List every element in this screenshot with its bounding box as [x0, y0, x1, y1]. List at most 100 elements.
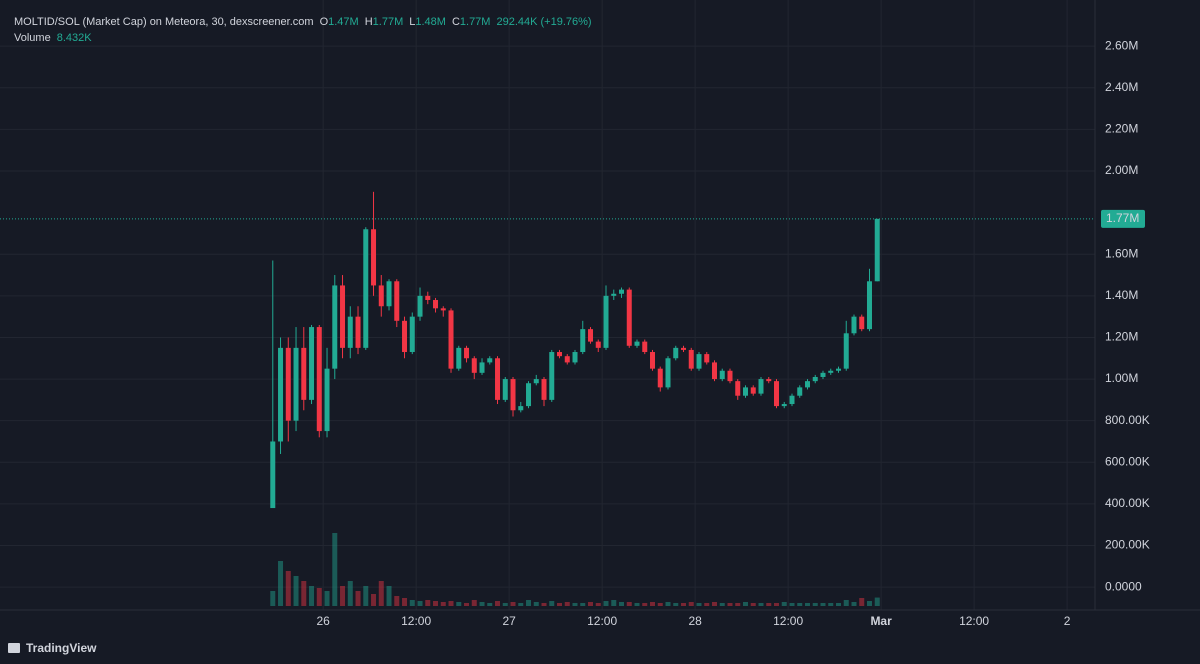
candle-body — [595, 341, 601, 348]
candle-body — [657, 368, 663, 388]
candle-body — [758, 379, 764, 394]
x-tick-label: 12:00 — [959, 614, 989, 628]
candle-body — [735, 381, 741, 396]
volume-bar — [316, 588, 322, 606]
candle-body — [425, 295, 431, 301]
y-tick-label: 2.00M — [1105, 163, 1138, 177]
y-tick-label: 1.40M — [1105, 288, 1138, 302]
volume-bar — [634, 603, 640, 606]
candle-body — [402, 320, 408, 353]
volume-bar — [843, 600, 849, 606]
volume-bar — [773, 603, 779, 606]
volume-bar — [510, 602, 516, 606]
candle-body — [479, 362, 485, 373]
x-tick-label: 27 — [502, 614, 516, 628]
legend-row: MOLTID/SOL (Market Cap) on Meteora, 30, … — [14, 16, 592, 28]
volume-bar — [603, 601, 609, 606]
volume-bar — [386, 586, 392, 606]
volume-bar — [758, 603, 764, 606]
x-tick-label: 12:00 — [773, 614, 803, 628]
candle-body — [549, 352, 555, 400]
close-value: 1.77M — [460, 16, 491, 28]
last-price-label: 1.77M — [1106, 211, 1139, 225]
volume-bar — [712, 602, 718, 606]
volume-bar — [309, 586, 315, 606]
candle-body — [394, 281, 400, 321]
volume-bar — [804, 603, 810, 606]
volume-bar — [851, 602, 857, 606]
candle-body — [603, 295, 609, 348]
volume-bar — [812, 603, 818, 606]
change: 292.44K (+19.76%) — [496, 16, 591, 28]
y-tick-label: 2.60M — [1105, 38, 1138, 52]
candle-body — [843, 333, 849, 369]
candle-body — [363, 229, 369, 348]
volume-bar — [402, 598, 408, 606]
candle-body — [378, 285, 384, 307]
volume-bar — [673, 603, 679, 606]
y-tick-label: 1.60M — [1105, 246, 1138, 260]
volume-bar — [409, 600, 415, 606]
candle-body — [471, 358, 477, 373]
volume-bar — [533, 602, 539, 606]
candle-body — [650, 352, 656, 369]
volume-bar — [650, 602, 656, 606]
candle-body — [789, 395, 795, 405]
candle-body — [642, 341, 648, 353]
volume-pane — [270, 533, 880, 606]
volume-bar — [580, 603, 586, 606]
volume-bar — [588, 602, 594, 606]
y-tick-label: 1.00M — [1105, 371, 1138, 385]
volume-bar — [340, 586, 346, 606]
candle-body — [541, 379, 547, 400]
candle-body — [681, 347, 687, 350]
volume-bar — [688, 602, 694, 606]
high-value: 1.77M — [373, 16, 404, 28]
candle-body — [285, 347, 291, 421]
volume-bar — [626, 602, 632, 606]
y-tick-label: 400.00K — [1105, 496, 1150, 510]
volume-bar — [750, 603, 756, 606]
volume-bar — [704, 603, 710, 606]
x-tick-label: 2 — [1064, 614, 1071, 628]
candle-body — [371, 229, 377, 286]
candle-body — [502, 379, 508, 400]
volume-bar — [727, 603, 733, 606]
candle-body — [340, 285, 346, 348]
volume-bar — [549, 601, 555, 606]
volume-bar — [502, 603, 508, 606]
candle-body — [742, 387, 748, 396]
x-tick-label: 12:00 — [401, 614, 431, 628]
volume-bar — [440, 602, 446, 606]
volume-bar — [278, 561, 284, 606]
volume-bar — [371, 594, 377, 606]
volume-bar — [835, 603, 841, 606]
high-key: H — [365, 16, 373, 28]
candle-body — [510, 379, 516, 411]
volume-bar — [425, 600, 431, 606]
candles — [0, 191, 1095, 509]
volume-bar — [464, 603, 470, 606]
candle-body — [634, 341, 640, 346]
candle-body — [820, 372, 826, 377]
volume-bar — [347, 581, 353, 606]
candle-body — [580, 329, 586, 353]
volume-bar — [456, 602, 462, 606]
candle-body — [866, 281, 872, 330]
volume-bar — [657, 603, 663, 606]
candle-body — [797, 387, 803, 396]
volume-bar — [820, 603, 826, 606]
candle-body — [696, 354, 702, 369]
y-tick-label: 2.40M — [1105, 80, 1138, 94]
candle-body — [464, 347, 470, 359]
candle-body — [619, 289, 625, 294]
volume-bar — [681, 603, 687, 606]
candle-body — [588, 329, 594, 342]
volume-bar — [433, 601, 439, 606]
candle-body — [859, 316, 865, 330]
volume-bar — [696, 603, 702, 606]
volume-bar — [417, 601, 423, 606]
candle-body — [766, 379, 772, 382]
